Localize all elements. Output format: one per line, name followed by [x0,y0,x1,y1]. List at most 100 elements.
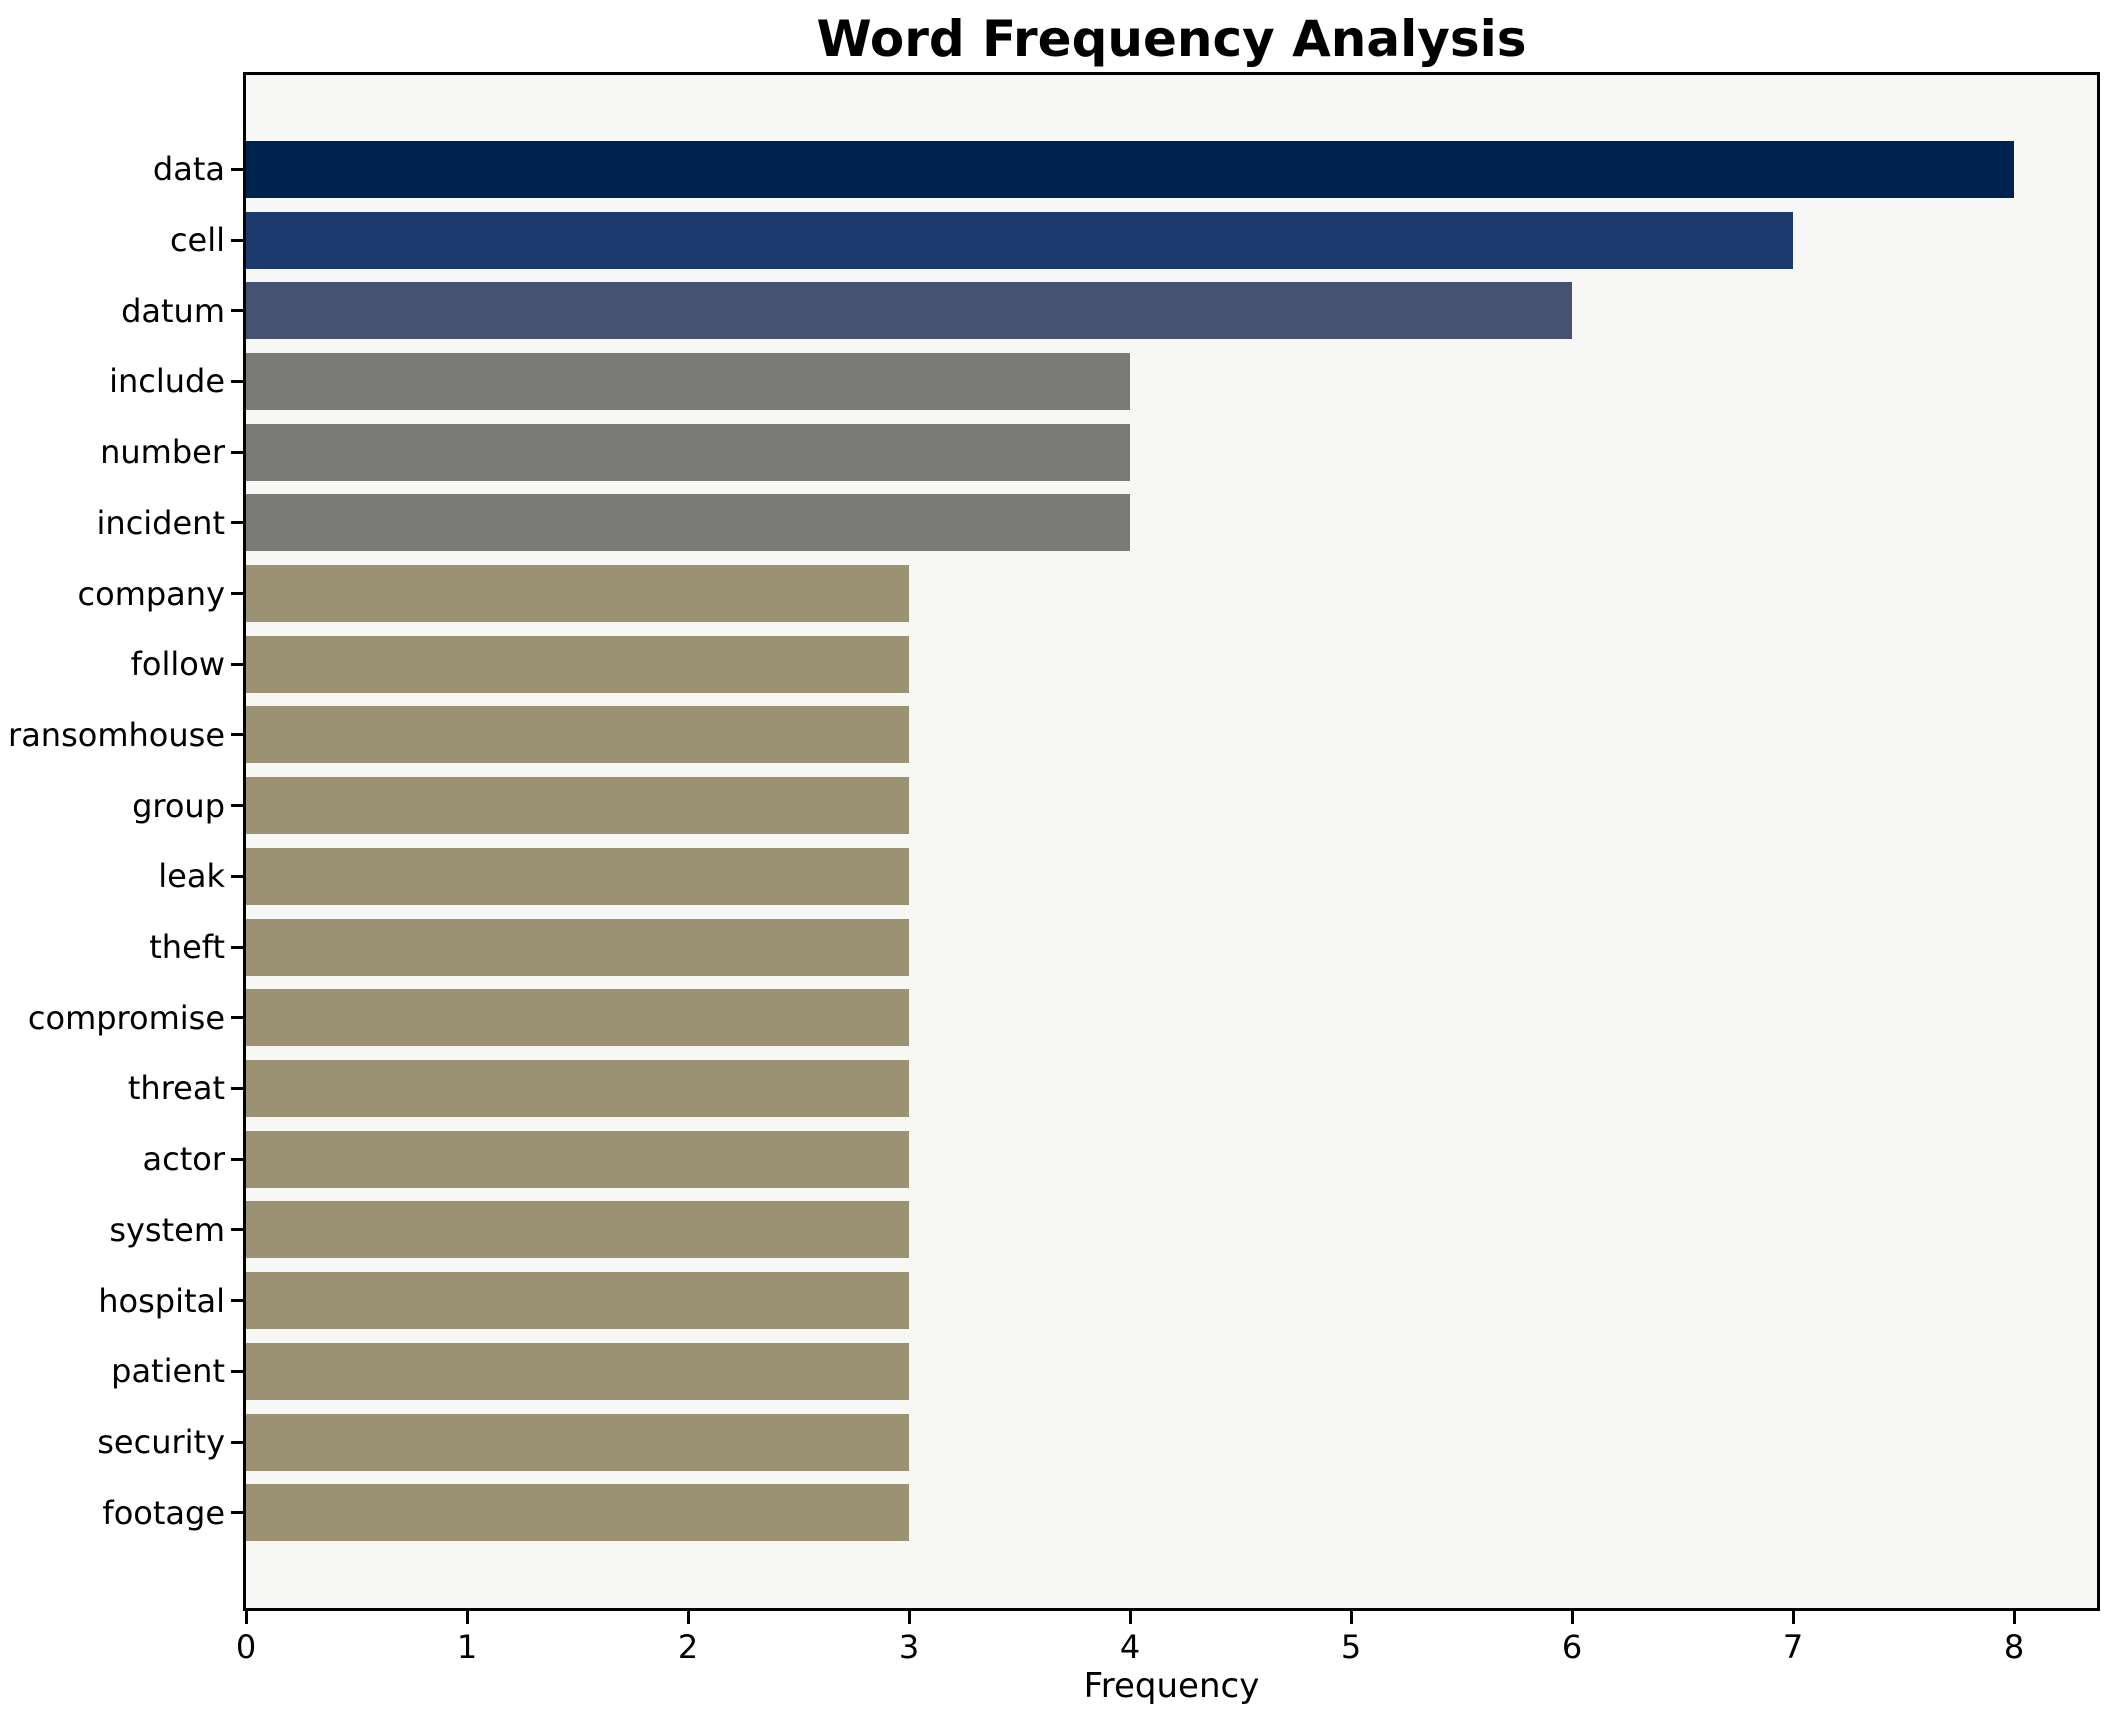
bar-compromise [246,989,909,1047]
y-label-ransomhouse: ransomhouse [8,715,225,754]
y-tick-cell-security [231,1407,243,1478]
bar-data [246,140,2014,198]
bar-row-data [246,134,2097,205]
y-tick-security [231,1440,243,1444]
bar-number [246,423,1130,481]
y-tick-system [231,1228,243,1232]
x-tick-label-8: 8 [2003,1628,2025,1666]
y-tick-group [231,804,243,808]
y-tick-cell-system [231,1195,243,1266]
y-tick-cell-include [231,346,243,417]
bar-row-incident [246,488,2097,559]
y-tick-footage [231,1511,243,1515]
bar-row-cell [246,205,2097,276]
y-tick-theft [231,945,243,949]
bar-security [246,1413,909,1471]
bar-row-patient [246,1336,2097,1407]
chart-title: Word Frequency Analysis [816,10,1527,68]
bar-row-follow [246,629,2097,700]
y-label-follow: follow [130,645,225,684]
y-tick-threat [231,1086,243,1090]
x-tick-1 [465,1611,469,1624]
x-axis-label: Frequency [1083,1666,1260,1706]
y-tick-actor [231,1157,243,1161]
bar-cell [246,211,1793,269]
y-tick-cell-hospital [231,1265,243,1336]
x-tick-7 [1791,1611,1795,1624]
y-tick-cell-footage [231,1477,243,1548]
y-tick-incident [231,521,243,525]
y-tick-cell-datum [231,275,243,346]
x-tick-label-3: 3 [898,1628,920,1666]
y-label-footage: footage [102,1493,225,1532]
y-tick-follow [231,662,243,666]
bar-row-threat [246,1053,2097,1124]
y-label-patient: patient [111,1352,225,1391]
x-tick-label-4: 4 [1119,1628,1141,1666]
y-tick-cell-number [231,417,243,488]
y-label-security: security [97,1423,225,1461]
y-tick-cell-threat [231,1053,243,1124]
x-tick-3 [907,1611,911,1624]
y-tick-include [231,379,243,383]
x-tick-8 [2012,1611,2016,1624]
x-tick-label-0: 0 [235,1628,257,1666]
y-label-company: company [77,574,225,613]
bar-actor [246,1130,909,1188]
x-tick-label-7: 7 [1782,1628,1804,1666]
bar-row-leak [246,841,2097,912]
y-tick-cell-patient [231,1336,243,1407]
y-axis-labels: data cell datum include number incident compan… [0,134,225,1548]
x-tick-label-5: 5 [1340,1628,1362,1666]
x-tick-label-6: 6 [1561,1628,1583,1666]
y-tick-cell-cell [231,205,243,276]
y-label-group: group [132,786,225,825]
bar-row-system [246,1195,2097,1266]
bar-row-company [246,558,2097,629]
y-tick-patient [231,1369,243,1373]
y-tick-compromise [231,1016,243,1020]
bar-row-compromise [246,982,2097,1053]
y-tick-datum [231,309,243,313]
y-tick-cell-group [231,770,243,841]
x-tick-0 [244,1611,248,1624]
y-tick-cell-incident [231,488,243,559]
bar-threat [246,1059,909,1117]
y-tick-number [231,450,243,454]
bar-leak [246,847,909,905]
bars-container [246,134,2097,1548]
bar-hospital [246,1272,909,1330]
y-tick-cell-theft [231,912,243,983]
y-label-actor: actor [142,1140,225,1179]
y-tick-leak [231,874,243,878]
y-label-data: data [152,150,225,189]
bar-row-group [246,770,2097,841]
y-label-number: number [100,433,225,472]
y-label-compromise: compromise [27,998,225,1037]
y-label-theft: theft [149,928,225,967]
y-label-threat: threat [127,1069,225,1108]
y-tick-cell-data [231,134,243,205]
y-axis-ticks [231,134,243,1548]
bar-theft [246,918,909,976]
x-tick-label-1: 1 [456,1628,478,1666]
y-label-hospital: hospital [98,1281,225,1320]
y-tick-cell-actor [231,1124,243,1195]
x-tick-4 [1128,1611,1132,1624]
bar-datum [246,282,1572,340]
bar-patient [246,1342,909,1400]
bar-company [246,565,909,623]
y-label-include: include [109,362,225,401]
bar-footage [246,1484,909,1542]
y-tick-hospital [231,1299,243,1303]
bar-include [246,352,1130,410]
y-label-incident: incident [96,503,225,542]
bar-row-hospital [246,1265,2097,1336]
x-tick-5 [1349,1611,1353,1624]
y-tick-cell-ransomhouse [231,700,243,771]
bar-row-theft [246,912,2097,983]
y-tick-company [231,592,243,596]
y-tick-cell-company [231,558,243,629]
bar-row-include [246,346,2097,417]
